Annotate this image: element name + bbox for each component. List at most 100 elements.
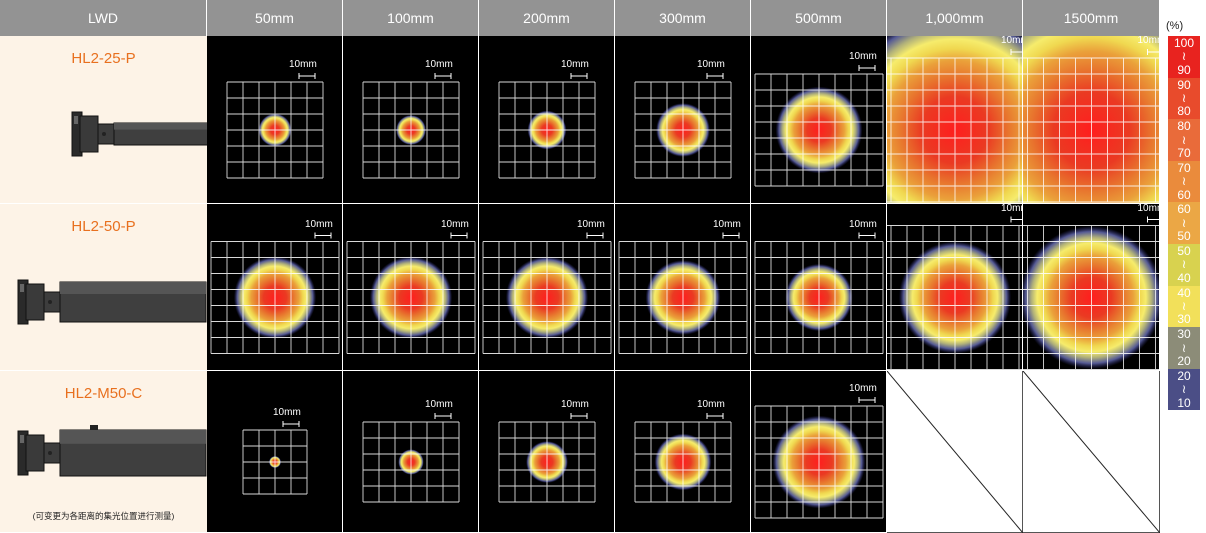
beam-pattern-cell: 10mm — [751, 371, 887, 533]
legend-band: 50 ≀ 40 — [1168, 243, 1200, 286]
scale-bar — [858, 397, 876, 403]
not-applicable-diagonal — [1023, 371, 1160, 533]
measurement-grid — [242, 429, 308, 495]
legend-tilde: ≀ — [1181, 49, 1187, 64]
legend-high: 20 — [1177, 368, 1191, 383]
not-applicable-diagonal — [887, 371, 1023, 533]
legend-high: 40 — [1177, 285, 1191, 300]
scale-label: 10mm — [713, 218, 741, 230]
beam-spot-plot — [346, 232, 476, 354]
measurement-grid — [226, 81, 324, 179]
sensor-image — [70, 104, 230, 169]
beam-pattern-cell: 10mm — [887, 204, 1023, 371]
beam-spot-plot — [754, 397, 884, 519]
beam-pattern-cell: 10mm — [1023, 204, 1160, 371]
header-distance: 100mm — [343, 0, 479, 36]
scale-label: 10mm — [561, 399, 589, 410]
header-distance: 1,000mm — [887, 0, 1023, 36]
scale-bar — [586, 232, 604, 239]
legend-band: 70 ≀ 60 — [1168, 160, 1200, 203]
scale-label: 10mm — [1001, 204, 1022, 214]
beam-spot-plot — [1023, 216, 1159, 370]
beam-spot — [887, 36, 1022, 203]
scale-label: 10mm — [849, 218, 877, 230]
beam-pattern-cell: 10mm — [343, 36, 479, 204]
legend-tilde: ≀ — [1181, 340, 1187, 355]
measurement-grid — [1023, 57, 1159, 203]
beam-spot-plot — [634, 73, 732, 179]
scale-label: 10mm — [697, 59, 725, 70]
header-distance: 300mm — [615, 0, 751, 36]
model-note: (可变更为各距离的集光位置进行测量) — [32, 511, 175, 521]
beam-spot-plot — [362, 73, 460, 179]
scale-bar — [570, 413, 588, 419]
beam-spot-plot — [887, 216, 1022, 370]
scale-label: 10mm — [425, 59, 453, 70]
beam-spot-plot — [498, 73, 596, 179]
beam-pattern-cell: 10mm — [615, 36, 751, 204]
beam-pattern-cell: 10mm — [479, 371, 615, 533]
legend-tilde: ≀ — [1181, 298, 1187, 313]
legend-high: 50 — [1177, 243, 1191, 258]
measurement-grid — [754, 73, 884, 187]
legend-band: 40 ≀ 30 — [1168, 285, 1200, 328]
beam-pattern-cell: 10mm — [887, 36, 1023, 204]
measurement-grid — [754, 241, 884, 354]
legend-band: 60 ≀ 50 — [1168, 202, 1200, 244]
measurement-grid — [498, 81, 596, 179]
legend-high: 60 — [1177, 202, 1191, 217]
legend-tilde: ≀ — [1181, 91, 1187, 105]
scale-bar — [450, 232, 468, 239]
legend-band: 20 ≀ 10 — [1168, 368, 1200, 411]
beam-pattern-cell: 10mm — [1023, 36, 1160, 204]
beam-spot-plot — [887, 36, 1022, 203]
scale-bar — [1147, 49, 1159, 55]
measurement-grid — [1023, 225, 1159, 370]
scale-bar — [722, 232, 740, 239]
legend-band: 90 ≀ 80 — [1168, 77, 1200, 120]
beam-pattern-cell: 10mm — [479, 204, 615, 371]
beam-spot-plot — [634, 413, 732, 503]
legend-low: 30 — [1177, 312, 1191, 327]
scale-bar — [298, 73, 316, 79]
beam-pattern-cell: 10mm — [615, 204, 751, 371]
legend-tilde: ≀ — [1181, 174, 1187, 189]
beam-pattern-cell: 10mm — [343, 204, 479, 371]
scale-label: 10mm — [289, 59, 317, 70]
header-distance: 200mm — [479, 0, 615, 36]
scale-bar — [858, 65, 876, 71]
scale-label: 10mm — [425, 399, 453, 410]
scale-bar — [282, 421, 300, 427]
header-distance: 500mm — [751, 0, 887, 36]
measurement-grid — [887, 225, 1022, 370]
legend-low: 10 — [1177, 395, 1191, 410]
measurement-grid — [482, 241, 612, 354]
beam-spot-plot — [754, 65, 884, 187]
scale-label: 10mm — [1137, 36, 1160, 46]
measurement-grid — [754, 405, 884, 519]
beam-spot-plot — [498, 413, 596, 503]
scale-bar — [570, 73, 588, 79]
scale-bar — [1147, 216, 1159, 223]
legend-tilde: ≀ — [1181, 382, 1187, 397]
scale-label: 10mm — [561, 59, 589, 70]
measurement-grid — [362, 421, 460, 503]
beam-spot-plot — [1023, 36, 1159, 203]
scale-label: 10mm — [849, 51, 877, 62]
intensity-legend: 100 ≀ 90 90 ≀ 80 80 ≀ 70 70 ≀ 60 60 ≀ 50 50 ≀ 40 40 ≀ 30 30 ≀ 2… — [1168, 36, 1200, 411]
model-cell: HL2-M50-C (可变更为各距离的集光位置进行测量) — [0, 371, 207, 533]
legend-band: 30 ≀ 20 — [1168, 327, 1200, 369]
measurement-grid — [887, 57, 1022, 203]
legend-high: 90 — [1177, 77, 1191, 92]
scale-label: 10mm — [441, 218, 469, 230]
legend-high: 70 — [1177, 160, 1191, 175]
measurement-grid — [618, 241, 748, 354]
scale-label: 10mm — [305, 218, 333, 230]
empty-cell — [887, 371, 1023, 533]
measurement-grid — [634, 421, 732, 503]
scale-label: 10mm — [849, 383, 877, 394]
scale-bar — [858, 232, 876, 239]
beam-spot-plot — [210, 232, 340, 354]
legend-tilde: ≀ — [1181, 257, 1187, 272]
beam-spot-plot — [754, 232, 884, 354]
